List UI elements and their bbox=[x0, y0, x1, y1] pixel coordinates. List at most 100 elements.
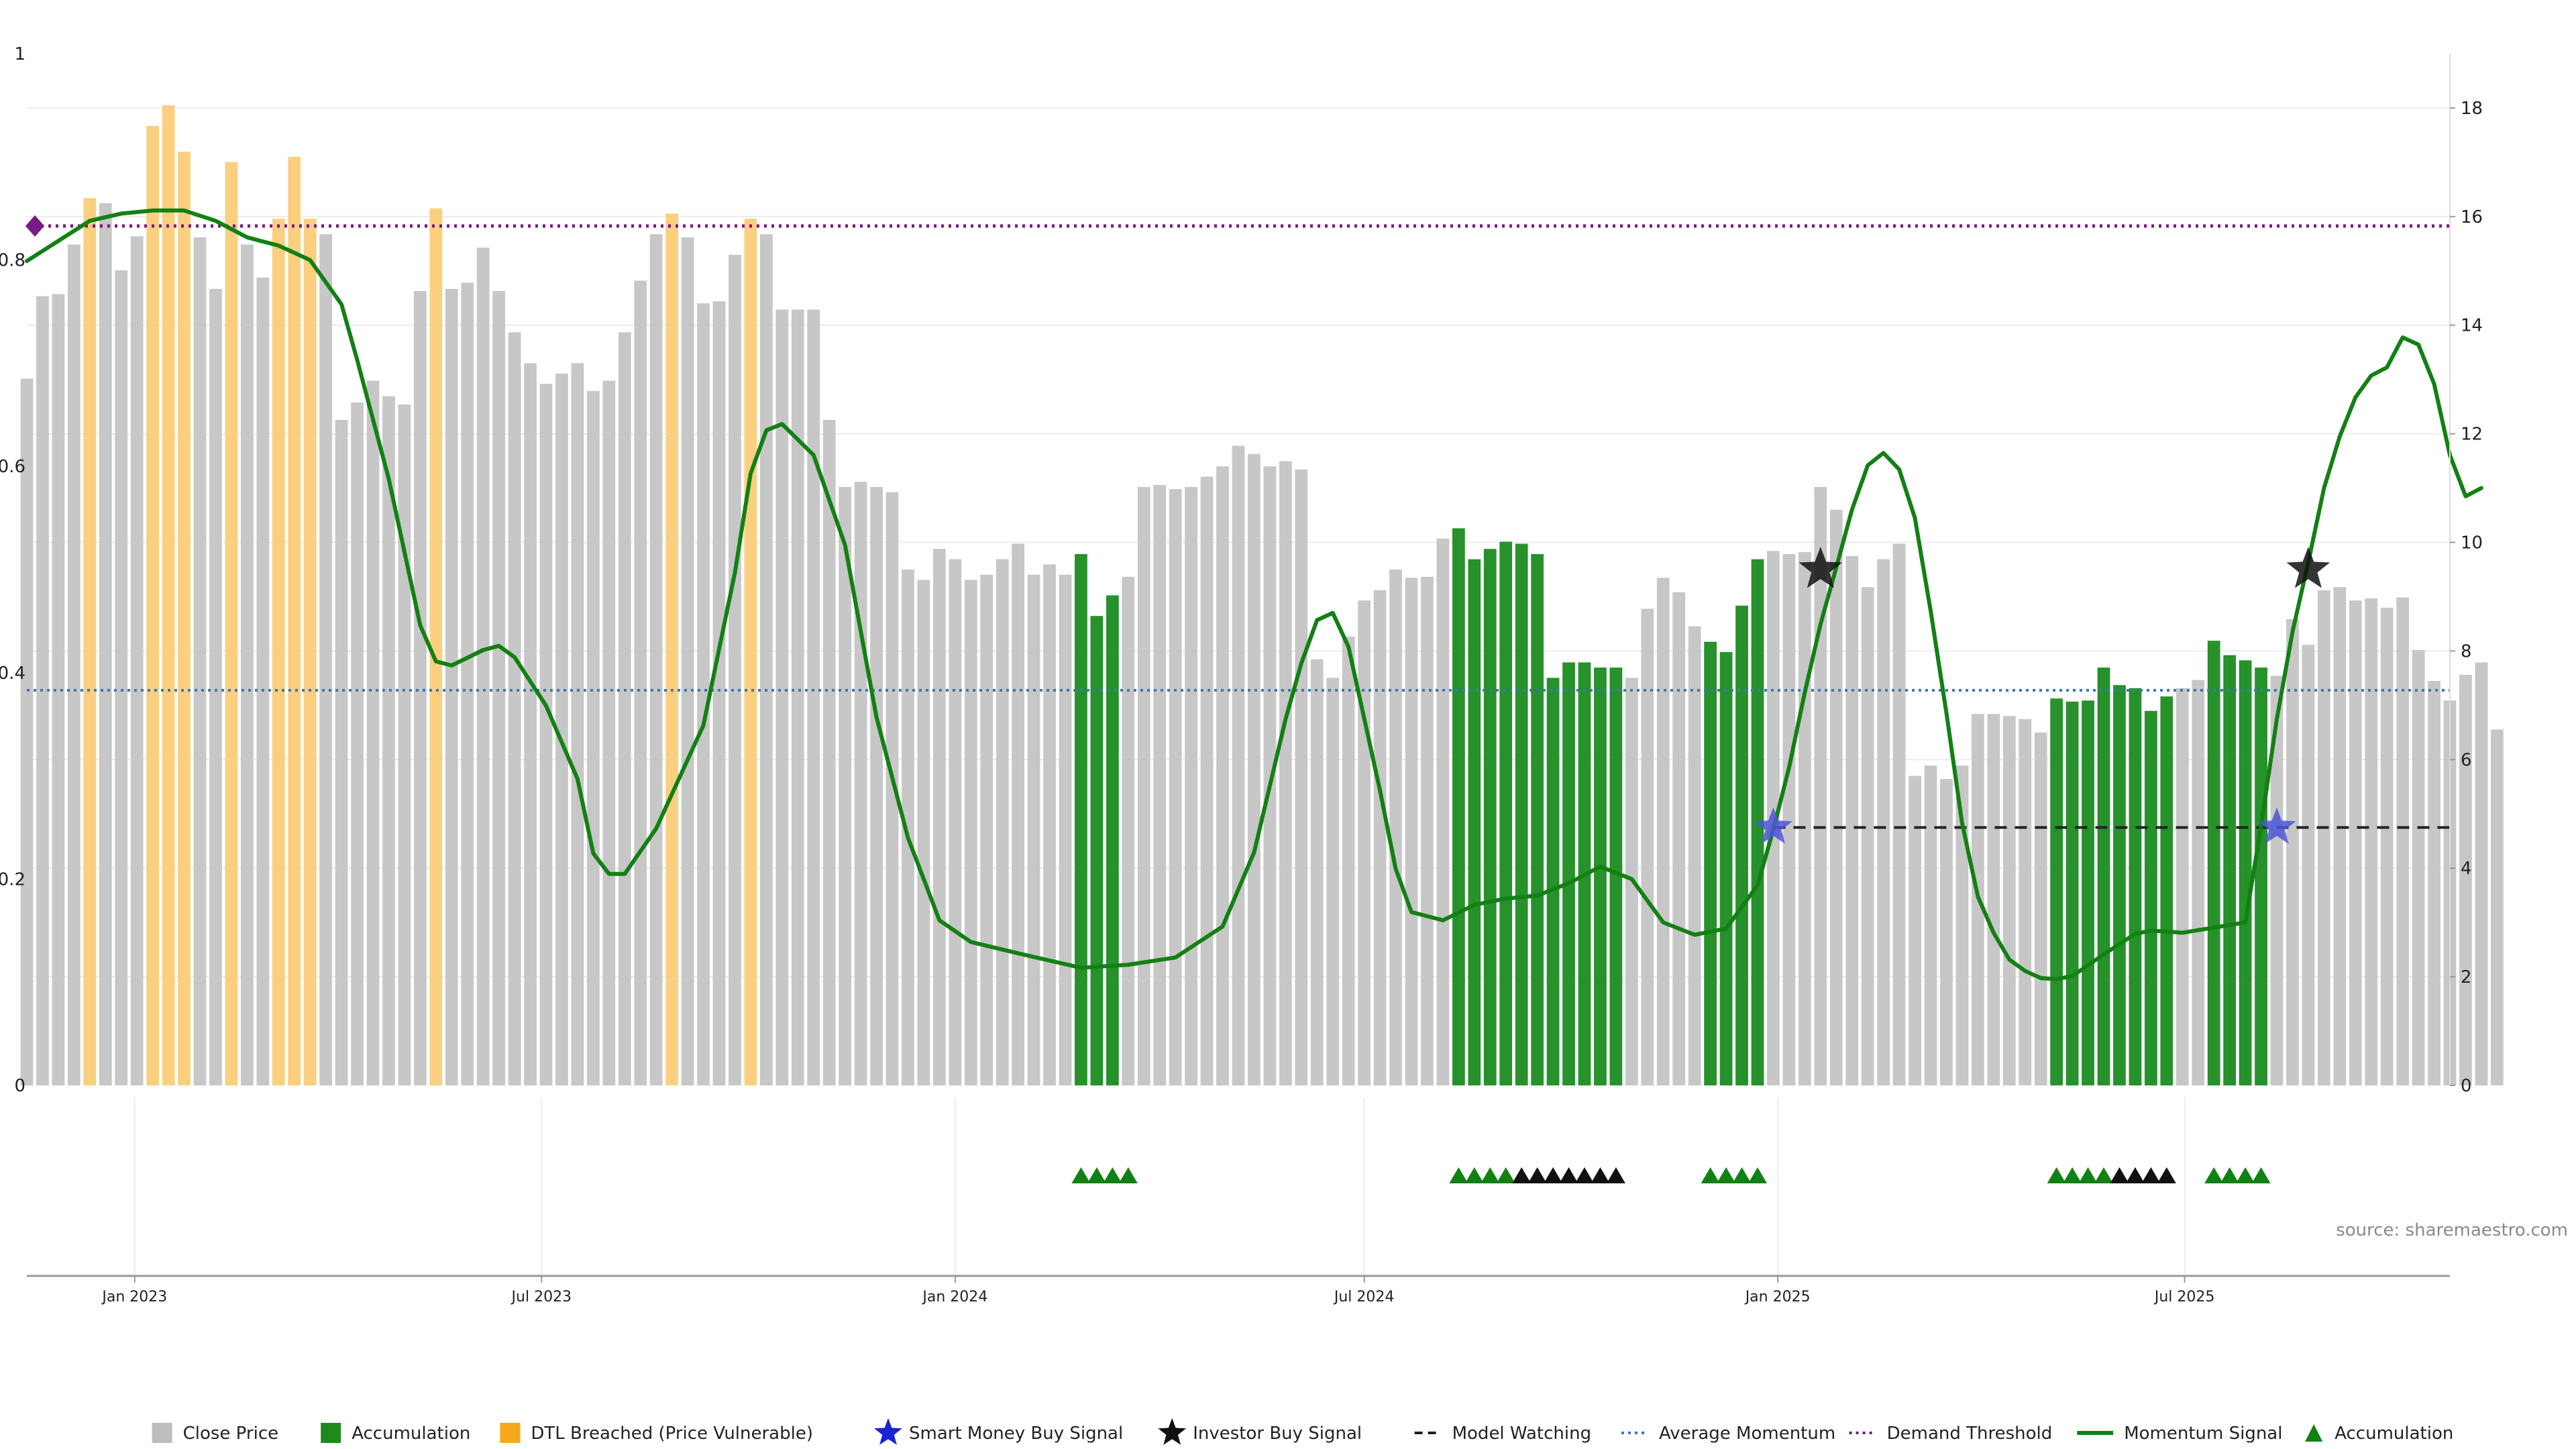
close-price-bar bbox=[1310, 659, 1324, 1085]
left-tick-label: 0.2 bbox=[0, 869, 25, 890]
legend-label: Momentum Signal bbox=[2124, 1424, 2282, 1444]
close-price-bar bbox=[571, 363, 584, 1085]
accumulation-triangle bbox=[1732, 1167, 1752, 1183]
close-price-bar bbox=[1326, 678, 1340, 1085]
accumulation-triangle bbox=[1464, 1167, 1484, 1183]
accumulation-bar bbox=[2223, 655, 2237, 1085]
close-price-bar bbox=[1861, 587, 1874, 1085]
smart-money-buy-star bbox=[1754, 807, 1792, 844]
close-price-bar bbox=[2333, 587, 2347, 1085]
close-price-bar bbox=[2019, 719, 2032, 1085]
right-tick-label: 18 bbox=[2461, 99, 2483, 119]
legend-entry: Average Momentum bbox=[1621, 1424, 1835, 1444]
close-price-bar bbox=[1137, 486, 1150, 1085]
close-price-bar bbox=[1185, 486, 1198, 1085]
close-price-bar bbox=[1358, 600, 1371, 1085]
dtl-breached-bar bbox=[288, 156, 301, 1085]
legend-entry: Momentum Signal bbox=[2077, 1424, 2282, 1444]
signal-lines bbox=[25, 208, 2483, 981]
accumulation-bar bbox=[1468, 559, 1481, 1085]
accumulation-bar bbox=[2255, 667, 2267, 1085]
dtl-breached-bar bbox=[744, 219, 757, 1086]
accumulation-bar bbox=[1562, 662, 1575, 1085]
right-tick-label: 16 bbox=[2461, 207, 2483, 227]
close-price-bar bbox=[1782, 553, 1796, 1085]
close-price-bar bbox=[2034, 733, 2047, 1085]
close-price-bar bbox=[1279, 461, 1292, 1085]
accumulation-bar bbox=[1075, 553, 1087, 1085]
legend-swatch bbox=[500, 1423, 521, 1443]
accumulation-triangle-black bbox=[1527, 1167, 1547, 1183]
left-tick-label: 1 bbox=[14, 44, 25, 64]
close-price-bar bbox=[2428, 681, 2440, 1085]
close-price-bar bbox=[807, 309, 820, 1085]
close-price-bar bbox=[398, 404, 411, 1085]
accumulation-triangle bbox=[1717, 1167, 1736, 1183]
close-price-bar bbox=[2380, 607, 2394, 1085]
dtl-breached-bar bbox=[429, 208, 443, 1086]
close-price-bar bbox=[1263, 466, 1277, 1085]
close-price-bar bbox=[996, 559, 1009, 1085]
close-price-bar bbox=[1798, 551, 1811, 1085]
close-price-bar bbox=[854, 482, 867, 1085]
legend-label: DTL Breached (Price Vulnerable) bbox=[531, 1424, 813, 1444]
accumulation-triangle bbox=[1449, 1167, 1468, 1183]
right-tick-label: 4 bbox=[2461, 859, 2472, 879]
right-tick-label: 2 bbox=[2461, 967, 2472, 987]
accumulation-triangle-black bbox=[1591, 1167, 1610, 1183]
accumulation-triangle-black bbox=[2125, 1167, 2145, 1183]
close-price-bar bbox=[1892, 543, 1906, 1085]
close-price-bar bbox=[1122, 576, 1135, 1085]
accumulation-bar bbox=[2239, 660, 2252, 1085]
x-tick-label: Jan 2024 bbox=[921, 1289, 987, 1305]
momentum-signal-line bbox=[25, 208, 2483, 981]
accumulation-panel bbox=[1071, 1167, 2271, 1183]
close-price-bar bbox=[586, 390, 600, 1085]
x-tick-label: Jan 2025 bbox=[1744, 1289, 1811, 1305]
close-price-bar bbox=[555, 373, 568, 1085]
close-price-bar bbox=[1987, 714, 2000, 1085]
close-price-bar bbox=[2270, 676, 2284, 1085]
accumulation-triangle-black bbox=[1606, 1167, 1625, 1183]
accumulation-bar bbox=[1090, 616, 1104, 1085]
close-price-bar bbox=[932, 549, 946, 1085]
accumulation-triangle bbox=[2063, 1167, 2082, 1183]
close-price-bar bbox=[1373, 590, 1387, 1085]
investor-buy-star bbox=[1799, 547, 1843, 588]
x-tick-label: Jul 2025 bbox=[2153, 1289, 2215, 1305]
close-price-bar bbox=[729, 254, 741, 1085]
close-price-bar bbox=[2459, 674, 2472, 1085]
close-price-bar bbox=[1940, 779, 1953, 1085]
close-price-bar bbox=[366, 380, 380, 1085]
legend-triangle bbox=[2305, 1424, 2323, 1442]
close-price-bar bbox=[319, 234, 333, 1085]
legend-entry: Smart Money Buy Signal bbox=[874, 1418, 1123, 1445]
close-price-bar bbox=[256, 277, 270, 1086]
accumulation-bar bbox=[1531, 553, 1544, 1085]
accumulation-triangle bbox=[2251, 1167, 2271, 1183]
close-price-bar bbox=[885, 492, 899, 1085]
accumulation-triangle bbox=[1071, 1167, 1091, 1183]
close-price-bar bbox=[917, 580, 930, 1085]
close-price-bar bbox=[634, 280, 647, 1085]
close-price-bar bbox=[382, 396, 395, 1086]
close-price-bar bbox=[413, 290, 427, 1085]
accumulation-triangle-black bbox=[1544, 1167, 1563, 1183]
accumulation-bar bbox=[2160, 696, 2174, 1085]
close-price-bar bbox=[1405, 578, 1418, 1085]
close-price-bar bbox=[2002, 716, 2016, 1085]
close-price-bar bbox=[775, 309, 789, 1085]
close-price-bar bbox=[240, 244, 254, 1085]
accumulation-triangle bbox=[2236, 1167, 2255, 1183]
close-price-bar bbox=[1688, 626, 1701, 1085]
accumulation-bar bbox=[2082, 700, 2094, 1085]
accumulation-bar bbox=[2129, 688, 2142, 1085]
signal-markers bbox=[1754, 547, 2330, 844]
accumulation-triangle bbox=[2047, 1167, 2066, 1183]
close-price-bar bbox=[99, 203, 112, 1085]
dtl-breached-bar bbox=[146, 125, 160, 1085]
accumulation-triangle bbox=[2078, 1167, 2098, 1183]
close-price-bar bbox=[759, 234, 773, 1085]
close-price-bar bbox=[1295, 469, 1308, 1085]
